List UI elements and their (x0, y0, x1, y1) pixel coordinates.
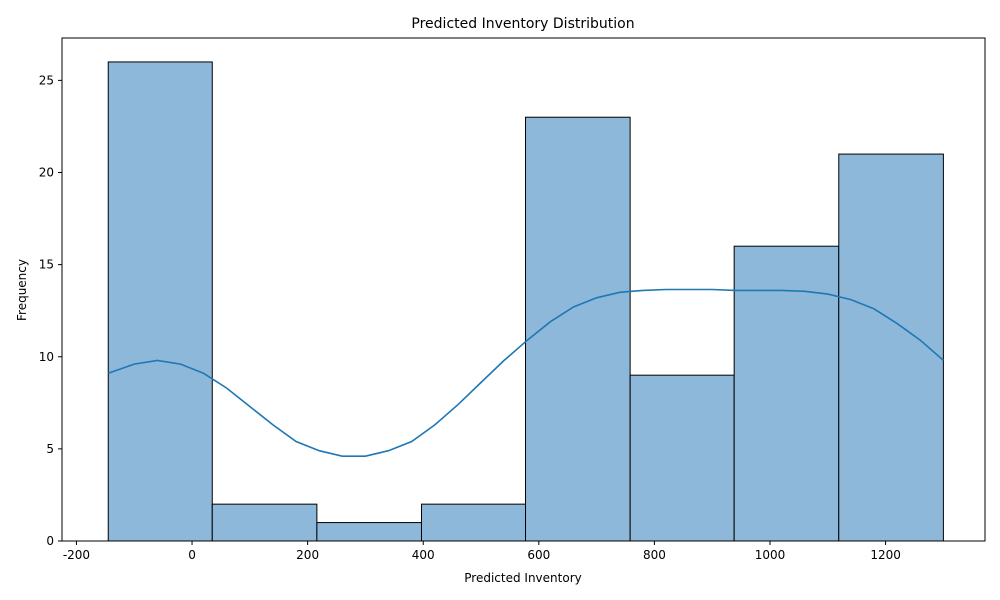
kde-layer (107, 288, 944, 458)
histogram-bar-0 (107, 61, 213, 542)
histogram-bar-2 (316, 522, 422, 542)
axes-layer (61, 37, 986, 542)
histogram-bar-1 (211, 503, 318, 542)
y-tick-label: 5 (46, 442, 54, 456)
y-tick-label: 15 (39, 258, 54, 272)
y-tick-label: 20 (39, 166, 54, 180)
histogram-bar-4 (525, 116, 631, 542)
x-tick-label: 200 (296, 548, 319, 562)
histogram-bar-3 (420, 503, 527, 542)
y-axis-title: Frequency (15, 259, 29, 321)
y-tick-label: 25 (39, 73, 54, 87)
x-tick-label: 0 (188, 548, 196, 562)
y-tick-label: 10 (39, 350, 54, 364)
x-tick-label: -200 (63, 548, 90, 562)
x-tick-label: 1200 (870, 548, 901, 562)
x-tick-label: 1000 (755, 548, 786, 562)
x-tick-label: 600 (527, 548, 550, 562)
chart-title: Predicted Inventory Distribution (411, 16, 634, 32)
x-tick-label: 800 (643, 548, 666, 562)
y-ticks: 0 5 10 15 20 25 (39, 73, 62, 548)
x-ticks: -200 0 200 400 600 800 1000 1200 (63, 541, 901, 562)
y-tick-label: 0 (46, 534, 54, 548)
kde-line (107, 288, 944, 458)
x-tick-label: 400 (412, 548, 435, 562)
histogram-bar-5 (629, 374, 735, 542)
histogram-bar-7 (838, 153, 944, 542)
bars-layer (107, 61, 944, 542)
x-axis-title: Predicted Inventory (464, 571, 581, 585)
histogram-bar-6 (733, 245, 840, 542)
plot-frame (61, 37, 986, 542)
